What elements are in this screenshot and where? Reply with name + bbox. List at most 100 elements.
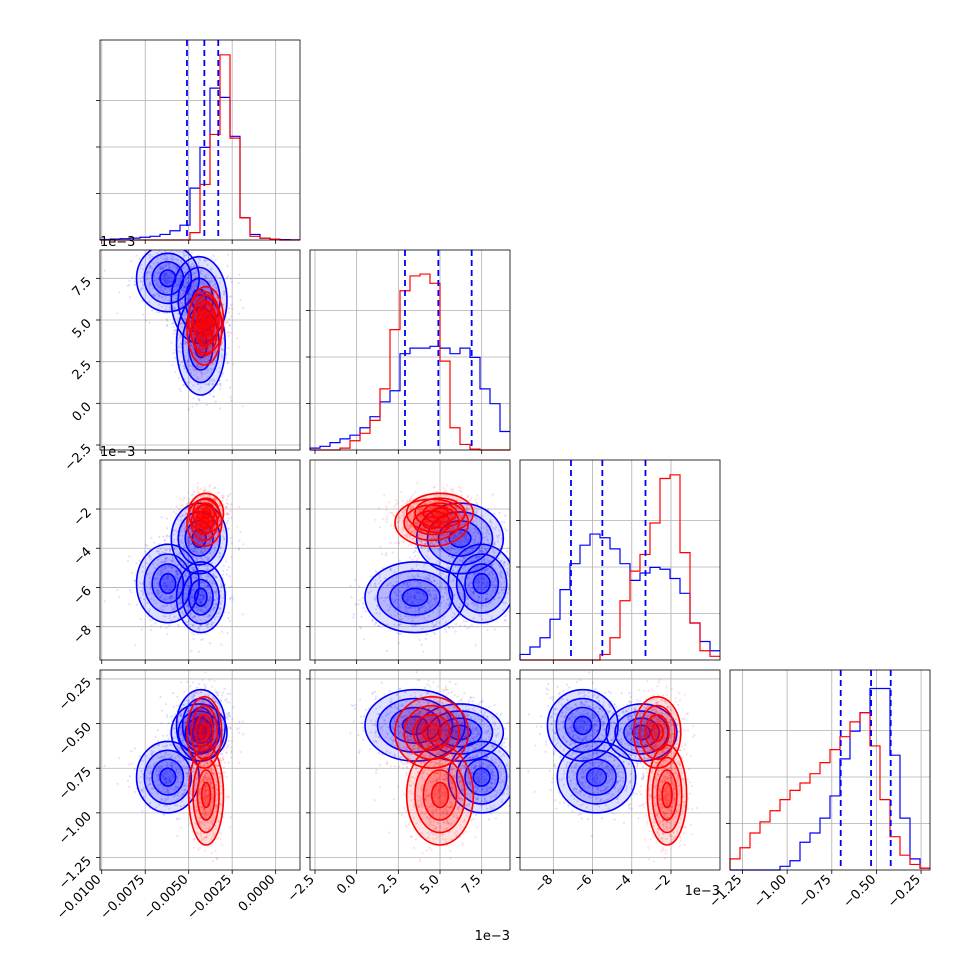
x-tick-label: −0.0050 <box>141 872 191 922</box>
y-tick-label: −0.50 <box>56 720 95 759</box>
histogram-red-p3 <box>729 711 930 870</box>
panel-frame <box>99 39 301 241</box>
y-tick-label: −1.00 <box>56 809 95 848</box>
contour-blue <box>143 553 193 614</box>
panel-frame <box>99 669 301 871</box>
contour-blue <box>143 749 193 805</box>
contour-red <box>422 769 458 821</box>
x-tick-label: −8 <box>532 872 556 896</box>
contour-blue <box>415 703 505 762</box>
y-tick-label: 5.0 <box>70 316 95 341</box>
panel-p0-vs-p0 <box>96 39 301 244</box>
contour-blue <box>614 710 669 755</box>
contour-red <box>200 781 212 809</box>
contour-red <box>405 744 475 846</box>
contour-blue <box>455 749 508 805</box>
contour-red <box>422 502 458 524</box>
contour-red <box>200 507 212 519</box>
contour-blue <box>175 561 227 634</box>
contour-red <box>414 756 466 834</box>
y-tick-label: 7.5 <box>70 275 95 300</box>
contour-blue <box>448 724 472 741</box>
contour-blue <box>464 563 500 604</box>
contour-blue <box>376 569 454 625</box>
x-tick-label: −4 <box>610 872 634 896</box>
x-tick-label: −2 <box>650 872 674 896</box>
contour-red <box>196 502 216 524</box>
y-tick-label: −0.25 <box>56 675 95 714</box>
contour-red <box>638 704 676 761</box>
y-tick-label: 0.0 <box>70 400 95 425</box>
x-tick-label: 0.0 <box>334 872 359 897</box>
panel-p3-vs-p0: −0.0100−0.0075−0.0050−0.0025 0.0000−1.25−… <box>54 669 301 923</box>
x-tick-label: 2.5 <box>376 872 401 897</box>
panel-frame <box>519 669 721 871</box>
contour-blue <box>135 740 200 814</box>
contour-blue <box>143 252 193 305</box>
contour-red <box>430 507 450 519</box>
x-tick-label: 5.0 <box>418 872 443 897</box>
contour-red <box>187 285 225 355</box>
contour-red <box>421 722 442 743</box>
panel-p1-vs-p1 <box>306 249 511 454</box>
panel-p2-vs-p2 <box>516 459 721 664</box>
contour-blue <box>177 710 221 755</box>
y-offset-label: 1e−3 <box>100 235 135 250</box>
contour-red <box>200 310 212 330</box>
contour-blue <box>364 561 466 634</box>
contour-blue <box>455 553 508 614</box>
contour-red <box>650 722 664 743</box>
panel-frame <box>99 459 301 661</box>
contour-red <box>394 695 470 770</box>
x-tick-label: −0.75 <box>796 872 835 911</box>
y-tick-label: −8 <box>71 623 95 647</box>
scatter-blue <box>349 670 510 837</box>
histogram-blue-p1 <box>309 345 510 450</box>
panel-p3-vs-p2: −8 −6 −4 −2 <box>516 669 721 896</box>
scatter-red <box>374 678 493 863</box>
contour-blue <box>159 572 177 595</box>
panel-frame <box>99 249 301 451</box>
contour-blue <box>151 563 185 604</box>
y-tick-label: −6 <box>71 584 95 608</box>
contour-blue <box>573 715 593 736</box>
contour-blue <box>151 260 185 296</box>
x-tick-label: −0.25 <box>885 872 924 911</box>
contour-blue <box>389 578 441 616</box>
contour-blue <box>605 703 678 762</box>
y-offset-label: 1e−3 <box>100 445 135 460</box>
panel-p1-vs-p0: −2.5 0.0 2.5 5.0 7.5 1e−3 <box>62 235 301 474</box>
y-tick-label: −2.5 <box>62 441 95 474</box>
x-tick-label: 7.5 <box>459 872 484 897</box>
contour-blue <box>472 572 491 595</box>
contour-blue <box>151 758 185 796</box>
contour-red <box>412 713 451 752</box>
contour-red <box>661 781 673 809</box>
contour-red <box>656 769 678 821</box>
contour-blue <box>555 697 611 753</box>
panel-frame <box>309 249 511 451</box>
x-tick-label: −0.50 <box>840 872 879 911</box>
contour-red <box>196 302 216 338</box>
panel-p2-vs-p0: −8 −6 −4 −2 1e−3 <box>71 445 301 664</box>
contour-red <box>405 492 475 534</box>
contour-blue <box>401 587 429 607</box>
contour-red <box>199 722 210 743</box>
contour-red <box>186 695 223 770</box>
contour-blue <box>546 688 619 762</box>
x-tick-label: −1.00 <box>751 872 790 911</box>
histogram-blue-p2 <box>519 533 720 660</box>
panel-p3-vs-p3: −1.25 −1.00 −0.75 −0.50 −0.25 <box>707 669 931 911</box>
y-tick-label: 2.5 <box>70 358 95 383</box>
contour-blue <box>566 749 627 805</box>
contour-blue <box>576 758 617 796</box>
panel-frame <box>729 669 931 871</box>
contour-blue <box>472 767 491 787</box>
y-tick-label: −4 <box>71 544 95 568</box>
panel-p2-vs-p1 <box>306 459 511 664</box>
contour-blue <box>159 269 177 288</box>
y-tick-label: −0.75 <box>56 764 95 803</box>
contour-red <box>196 769 216 821</box>
x-offset-label-p2: 1e−3 <box>685 884 720 899</box>
